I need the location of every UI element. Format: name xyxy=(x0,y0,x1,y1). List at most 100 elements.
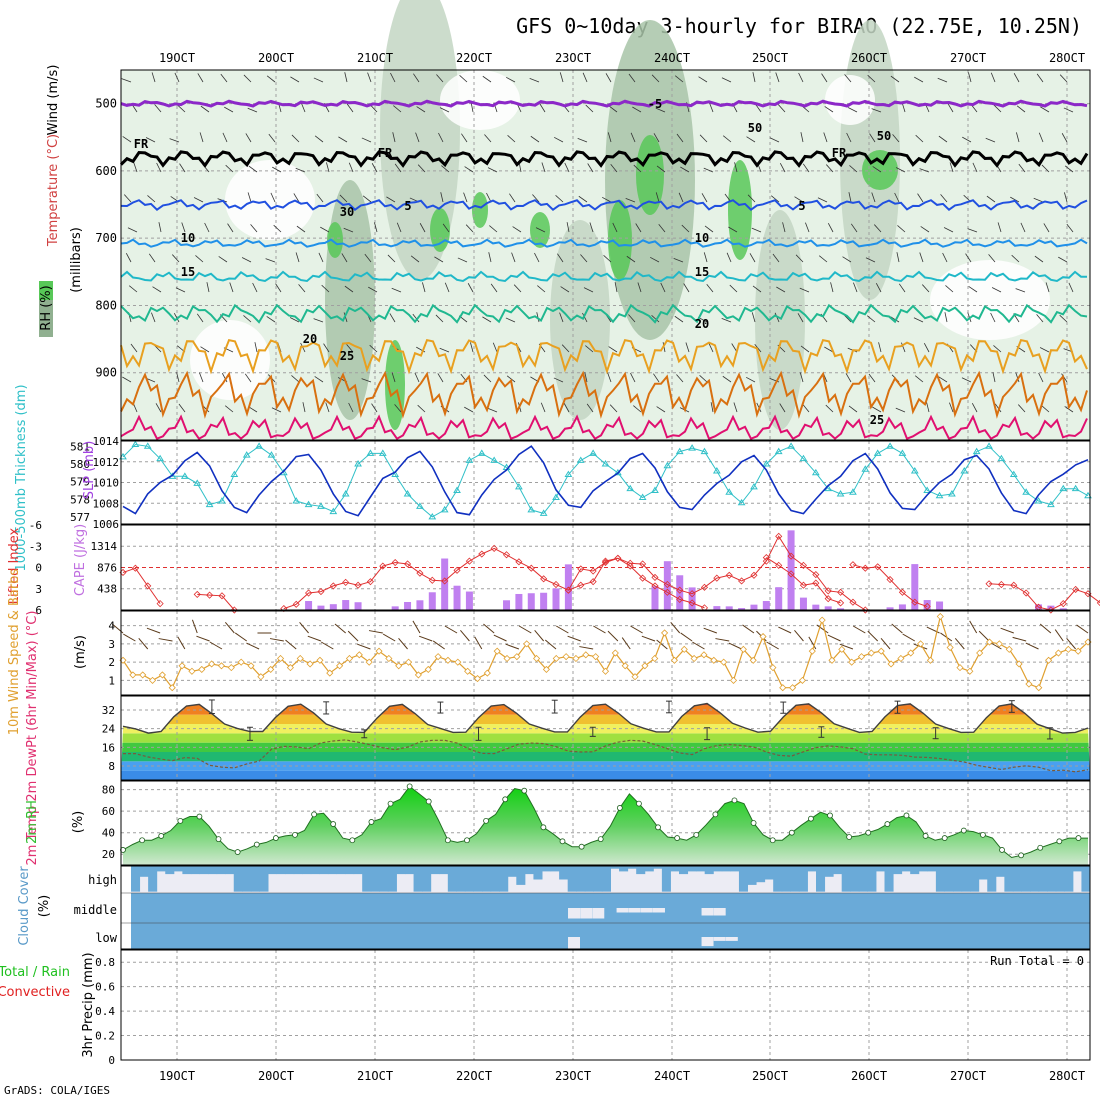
cape-bar xyxy=(354,602,362,610)
cape-bar xyxy=(787,530,795,610)
upper-wind-barb xyxy=(673,258,684,263)
li-marker xyxy=(812,579,820,587)
thickness-marker xyxy=(811,468,820,476)
upper-wind-barb xyxy=(1058,256,1068,263)
wind-speed-marker xyxy=(848,658,856,666)
cloud-high-bar xyxy=(850,866,860,892)
upper-wind-barb xyxy=(706,283,714,293)
wind-speed-marker xyxy=(404,658,413,666)
wind-speed-marker xyxy=(129,671,137,679)
wind-speed-marker xyxy=(926,656,935,664)
rh-marker xyxy=(502,796,509,803)
wind-speed-marker xyxy=(306,660,314,668)
upper-wind-barb xyxy=(608,346,618,353)
upper-wind-barb xyxy=(805,222,810,233)
lifted-index-line xyxy=(197,593,235,611)
upper-wind-barb xyxy=(148,253,156,263)
upper-wind-barb xyxy=(825,404,834,413)
li-marker xyxy=(614,554,622,562)
cloud-units-title: (%) xyxy=(37,895,52,918)
upper-wind-barb xyxy=(391,287,402,293)
rh-marker xyxy=(1075,835,1082,841)
wind-barb xyxy=(320,641,334,650)
li-marker xyxy=(750,571,758,579)
thickness-marker xyxy=(317,502,325,509)
pressure-tick-label: 500 xyxy=(95,97,117,111)
cloud-high-bar xyxy=(293,866,303,875)
li-marker xyxy=(861,564,869,572)
thickness-marker xyxy=(564,470,573,478)
upper-wind-barb xyxy=(437,373,444,383)
upper-wind-barb xyxy=(128,285,138,293)
cloud-high-bar xyxy=(576,866,586,892)
upper-wind-barb xyxy=(248,165,258,173)
li-marker xyxy=(985,580,993,588)
wind-speed-marker xyxy=(946,643,954,652)
upper-wind-barb xyxy=(436,74,444,83)
cloud-level-label: middle xyxy=(74,903,117,917)
li-marker xyxy=(230,606,238,614)
upper-wind-barb xyxy=(559,312,564,323)
upper-wind-barb xyxy=(417,164,426,173)
thickness-marker xyxy=(651,486,659,493)
upper-wind-barb xyxy=(482,316,492,323)
slp-top-tick-label: 1014 xyxy=(93,435,120,448)
upper-wind-barb xyxy=(897,225,906,233)
upper-wind-barb xyxy=(986,195,996,203)
thickness-marker xyxy=(267,451,276,458)
li-marker xyxy=(577,581,585,589)
thickness-marker xyxy=(725,488,734,495)
rh-shade-region xyxy=(728,160,752,260)
upper-wind-barb xyxy=(1016,105,1026,113)
wind-barb xyxy=(1076,624,1089,634)
cloud-high-bar xyxy=(679,866,689,875)
li-marker xyxy=(206,591,214,599)
upper-wind-barb xyxy=(393,105,402,113)
li-marker xyxy=(1072,585,1080,594)
upper-wind-barb xyxy=(890,316,900,323)
upper-wind-barb xyxy=(917,193,924,203)
thickness-marker xyxy=(576,456,585,463)
upper-wind-barb xyxy=(361,137,372,143)
li-marker xyxy=(898,588,906,596)
cape-bar xyxy=(416,600,424,610)
wind-speed-marker xyxy=(542,665,550,674)
upper-wind-barb xyxy=(243,315,252,323)
rh-marker xyxy=(1056,838,1063,845)
cape-tick-label: 876 xyxy=(97,561,117,574)
li-marker xyxy=(1047,606,1055,614)
temp-tick-label: 16 xyxy=(102,741,115,754)
cape-bar xyxy=(515,593,523,610)
upper-wind-barb xyxy=(993,104,1002,113)
rh-marker xyxy=(693,831,700,838)
thickness-marker xyxy=(935,491,944,499)
upper-wind-barb xyxy=(683,283,690,293)
cape-bar xyxy=(651,586,659,610)
wind-speed-marker xyxy=(917,640,925,648)
thickness-marker xyxy=(787,442,795,449)
wind-speed-marker xyxy=(749,656,757,664)
li-marker xyxy=(391,558,399,567)
upper-wind-barb xyxy=(369,344,378,353)
upper-wind-barb xyxy=(797,313,804,323)
cloud-high-bar xyxy=(499,866,509,892)
upper-wind-barb xyxy=(1010,196,1020,203)
li-marker xyxy=(676,595,684,603)
upper-wind-barb xyxy=(778,104,786,113)
contour-label: 5 xyxy=(404,199,411,213)
rh-marker xyxy=(234,849,241,855)
li-marker xyxy=(762,554,770,562)
slp-frame xyxy=(120,440,1091,525)
upper-wind-barb xyxy=(747,194,756,203)
cloud-high-bar xyxy=(353,866,363,875)
upper-wind-barb xyxy=(895,167,906,173)
upper-wind-barb xyxy=(361,378,372,383)
upper-wind-barb xyxy=(178,403,186,413)
isotherm-m5 xyxy=(120,99,1088,108)
upper-wind-barb xyxy=(872,406,882,413)
wind-barb xyxy=(641,635,656,642)
cloud-frame xyxy=(120,865,1091,950)
rh-marker xyxy=(177,817,184,824)
temp-color-band xyxy=(121,724,1090,734)
